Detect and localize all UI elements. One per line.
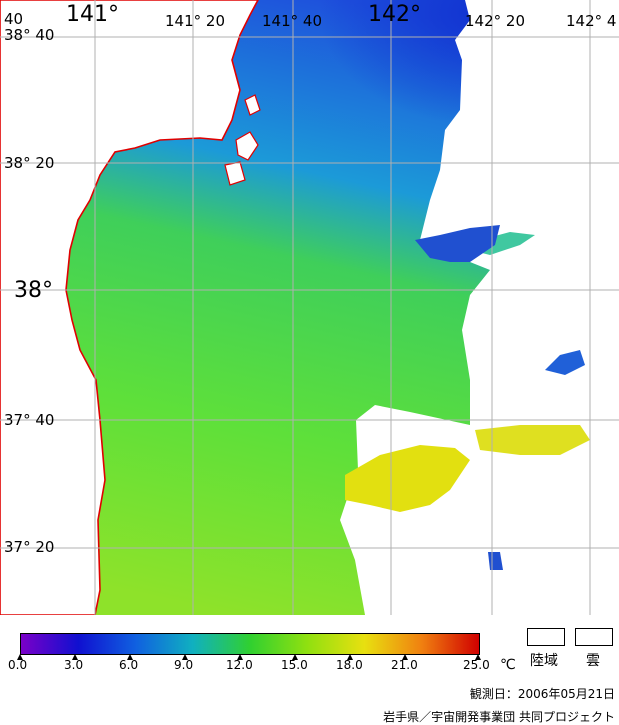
lon-label-141: 141° <box>66 2 119 27</box>
colorbar-tick: 0.0 <box>8 658 28 672</box>
colorbar-tick: 12.0 <box>226 658 253 672</box>
colorbar-tick: 6.0 <box>119 658 139 672</box>
lat-label-37-40: 37° 40 <box>4 411 55 429</box>
colorbar-tick-marks <box>17 654 481 660</box>
colorbar-tick: 18.0 <box>336 658 363 672</box>
lon-label-142-40: 142° 4 <box>566 12 617 30</box>
lon-label-142: 142° <box>368 2 421 27</box>
sst-map <box>0 0 619 615</box>
colorbar-tick: 3.0 <box>64 658 84 672</box>
lat-label-38-20: 38° 20 <box>4 154 55 172</box>
lon-label-141-20: 141° 20 <box>165 12 225 30</box>
colorbar-tick: 9.0 <box>174 658 194 672</box>
lat-label-38: 38° <box>14 278 53 303</box>
colorbar-unit: ℃ <box>500 657 516 673</box>
colorbar-tick: 21.0 <box>391 658 418 672</box>
cloud-legend-swatch <box>575 628 613 646</box>
land-area <box>0 0 259 615</box>
graticule <box>0 0 619 615</box>
temperature-colorbar <box>20 633 480 655</box>
colorbar-tick: 15.0 <box>281 658 308 672</box>
lat-label-39: 40 <box>4 10 24 28</box>
lat-label-38-40: 38° 40 <box>4 26 55 44</box>
colorbar-tick: 25.0 <box>463 658 490 672</box>
land-legend-swatch <box>527 628 565 646</box>
observation-date: 観測日：2006年05月21日 <box>469 687 615 701</box>
land-legend-label: 陸域 <box>530 653 558 669</box>
lat-label-37-20: 37° 20 <box>4 538 55 556</box>
cloud-legend-label: 雲 <box>586 653 600 669</box>
credit-text: 岩手県／宇宙開発事業団 共同プロジェクト <box>383 710 615 724</box>
lon-label-141-40: 141° 40 <box>262 12 322 30</box>
lon-label-142-20: 142° 20 <box>465 12 525 30</box>
